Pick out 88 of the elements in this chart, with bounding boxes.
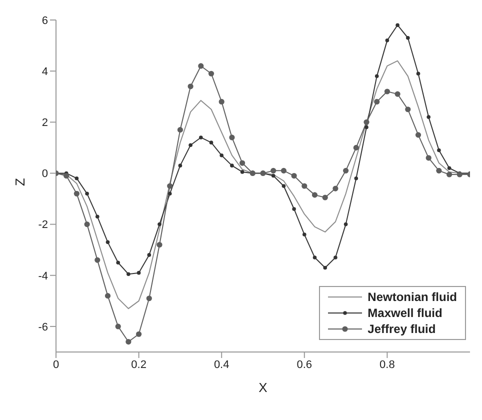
legend-label: Jeffrey fluid [368,322,436,336]
point [384,88,390,94]
point [158,222,162,226]
point [446,172,452,178]
point [126,338,132,345]
point [312,256,317,260]
point [405,106,411,112]
point [85,192,89,196]
point [406,36,410,40]
point [147,253,152,257]
x-tick-label: 0.2 [131,358,146,371]
point [364,125,368,130]
point [168,192,172,196]
point [344,222,348,226]
y-axis-title: Z [12,178,28,186]
y-tick-label: 2 [42,117,48,130]
y-tick-label: 6 [42,14,48,27]
point [447,166,452,170]
point [136,331,142,337]
point [229,134,235,140]
point [270,168,276,174]
point [209,140,214,144]
legend-label: Newtonian fluid [368,290,457,304]
point [240,160,246,166]
point [354,176,358,180]
point [291,172,297,179]
point [396,23,400,28]
y-tick-label: -2 [38,219,48,232]
point [374,74,379,78]
point [104,293,111,299]
point [188,84,194,90]
legend-label: Maxwell fluid [368,306,442,320]
point [94,257,100,263]
point [218,98,224,105]
point [96,214,100,219]
point [230,164,234,168]
point [106,240,110,244]
point [302,232,306,236]
point [385,38,390,42]
point [271,174,276,178]
y-tick-label: 4 [42,66,48,78]
point [136,270,141,275]
point [74,190,80,196]
point [64,172,70,179]
point [426,155,432,161]
point [115,324,121,330]
point [177,127,183,133]
point [343,168,349,174]
point [426,115,430,119]
point [126,272,130,276]
point [322,194,328,200]
x-tick-label: 0.8 [380,358,395,371]
point [188,143,192,148]
point [416,72,420,76]
point [323,266,327,270]
point [198,63,204,69]
point [84,222,90,228]
point [282,184,286,188]
point [364,119,370,125]
point [302,183,308,189]
point [146,296,152,302]
x-axis-title: X [258,380,268,395]
point [167,183,173,189]
point [74,176,79,180]
point [178,164,182,168]
point [199,136,203,140]
point [332,186,338,192]
y-tick-label: 0 [42,168,48,180]
point [116,260,120,265]
point [394,91,400,97]
point [353,144,359,150]
point [312,192,318,198]
y-tick-label: -6 [38,321,48,334]
x-tick-label: 0.6 [296,358,312,371]
point [436,168,442,174]
y-tick-label: -4 [38,270,48,282]
x-tick-label: 0.4 [214,358,230,371]
point [220,153,224,158]
point [292,207,296,211]
point [156,242,162,248]
point [374,98,380,105]
x-tick-label: 0 [52,358,60,371]
point [208,70,214,76]
point [415,132,422,138]
point [437,148,441,152]
point [280,168,286,174]
point [334,256,338,260]
point [240,170,244,174]
